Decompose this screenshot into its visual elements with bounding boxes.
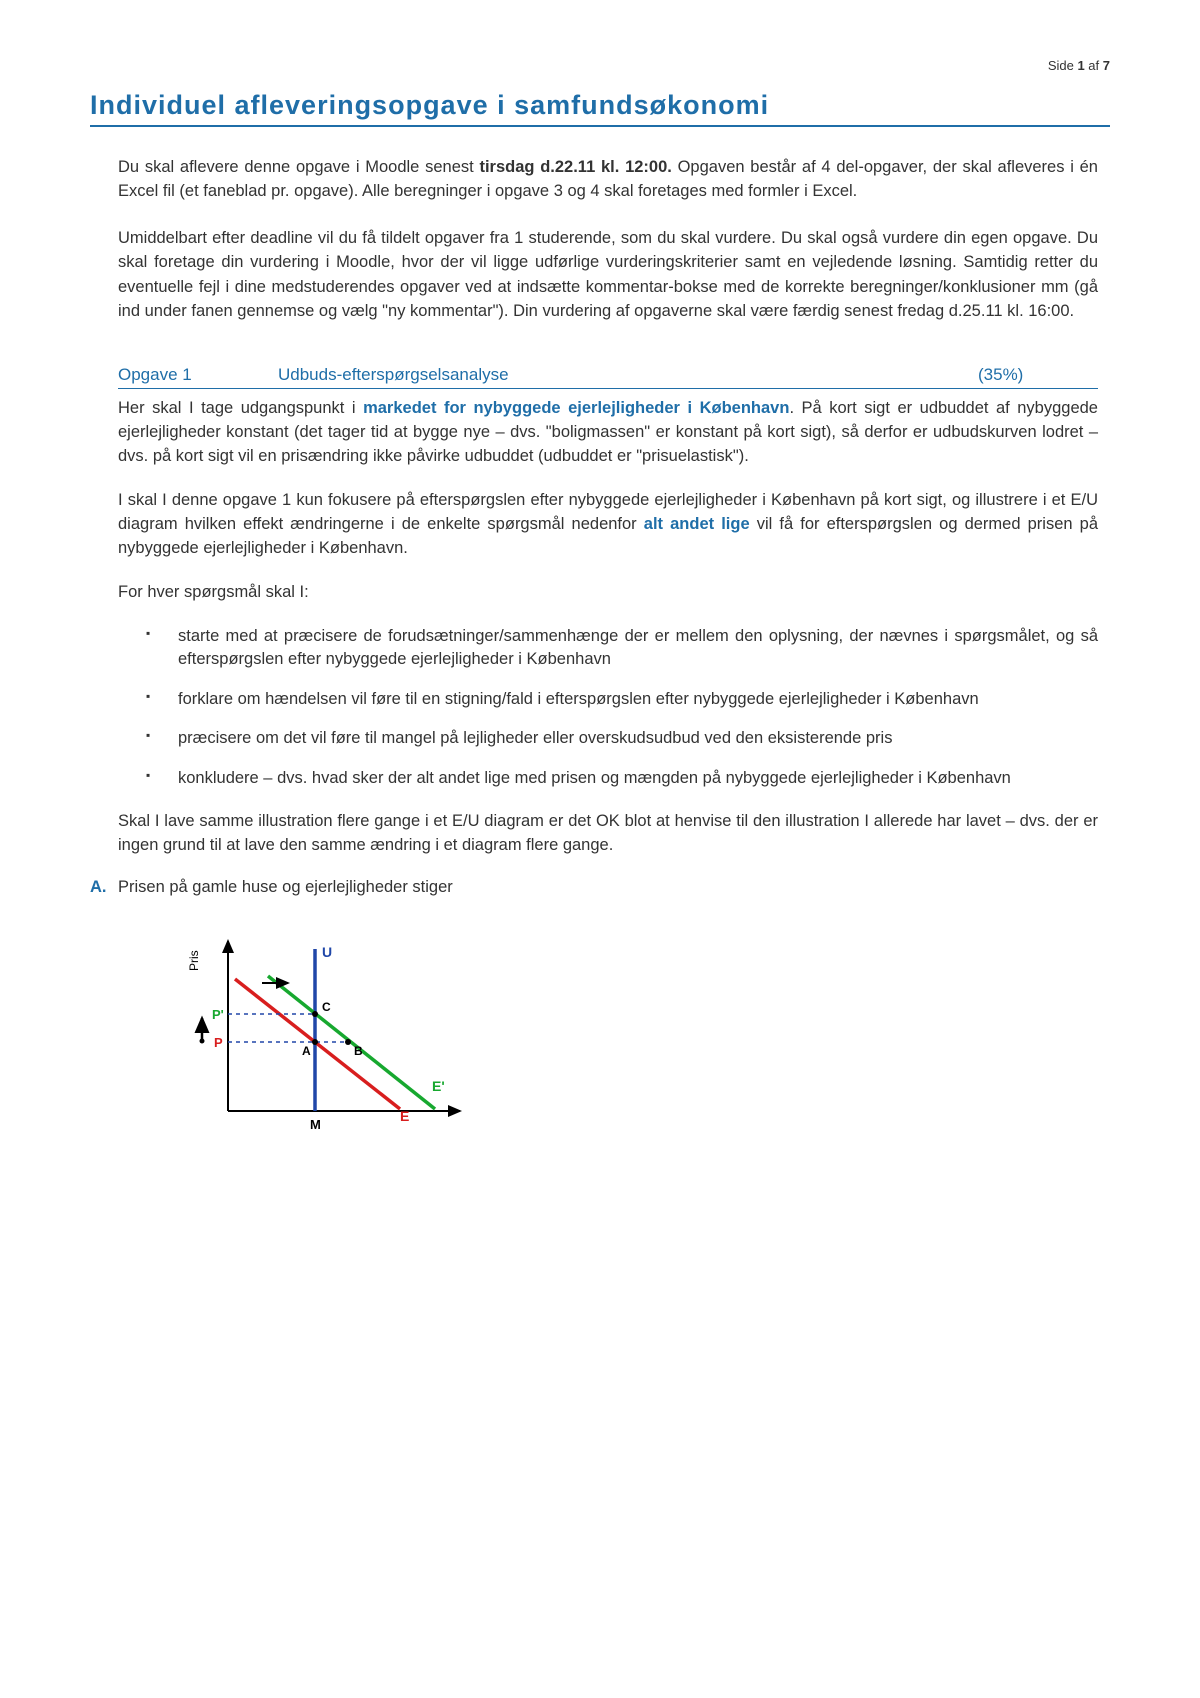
intro-paragraph-2: Umiddelbart efter deadline vil du få til… [118,226,1098,324]
bullet-item: starte med at præcisere de forudsætninge… [146,625,1098,672]
s1-p2-bold: alt andet lige [644,515,750,533]
section-1-bullets: starte med at præcisere de forudsætninge… [118,625,1098,790]
svg-text:P: P [214,1035,223,1050]
intro-deadline: tirsdag d.22.11 kl. 12:00. [479,158,671,176]
s1-p1a: Her skal I tage udgangspunkt i [118,399,363,417]
question-a-letter: A. [90,878,118,897]
question-a-row: A. Prisen på gamle huse og ejerlejlighed… [90,878,1110,897]
svg-text:U: U [322,944,332,960]
intro-paragraph-1: Du skal aflevere denne opgave i Moodle s… [118,155,1098,204]
section-1-percent: (35%) [978,365,1098,385]
s1-p1-bold: markedet for nybyggede ejerlejligheder i… [363,399,789,417]
svg-text:Pris: Pris [187,950,201,971]
page-current: 1 [1077,58,1084,73]
page-mid: af [1085,58,1103,73]
svg-text:E': E' [432,1078,445,1094]
page-number: Side 1 af 7 [1048,58,1110,73]
bullet-item: forklare om hændelsen vil føre til en st… [146,688,1098,711]
bullet-item: præcisere om det vil føre til mangel på … [146,727,1098,750]
svg-text:A: A [302,1044,311,1058]
page-prefix: Side [1048,58,1078,73]
svg-text:C: C [322,1000,331,1014]
bullet-item: konkludere – dvs. hvad sker der alt ande… [146,767,1098,790]
section-1-header: Opgave 1 Udbuds-efterspørgselsanalyse (3… [118,365,1098,389]
section-1-label: Opgave 1 [118,365,278,385]
section-1-p3: For hver spørgsmål skal I: [118,581,1098,605]
diagram-svg: Pris U E E' P P' A B C M [180,921,470,1141]
page-total: 7 [1103,58,1110,73]
supply-demand-diagram: Pris U E E' P P' A B C M [180,921,1110,1146]
section-1-p2: I skal I denne opgave 1 kun fokusere på … [118,489,1098,561]
section-1-title: Udbuds-efterspørgselsanalyse [278,365,978,385]
svg-text:P': P' [212,1007,224,1022]
svg-text:B: B [354,1044,363,1058]
svg-text:M: M [310,1117,321,1132]
section-1-body: Her skal I tage udgangspunkt i markedet … [90,397,1110,857]
question-a-text: Prisen på gamle huse og ejerlejligheder … [118,878,1110,897]
section-1-p4: Skal I lave samme illustration flere gan… [118,810,1098,858]
intro-section: Du skal aflevere denne opgave i Moodle s… [90,155,1110,323]
intro-p1a: Du skal aflevere denne opgave i Moodle s… [118,158,479,176]
svg-text:E: E [400,1108,409,1124]
section-1-p1: Her skal I tage udgangspunkt i markedet … [118,397,1098,469]
document-title: Individuel afleveringsopgave i samfundsø… [90,90,1110,127]
